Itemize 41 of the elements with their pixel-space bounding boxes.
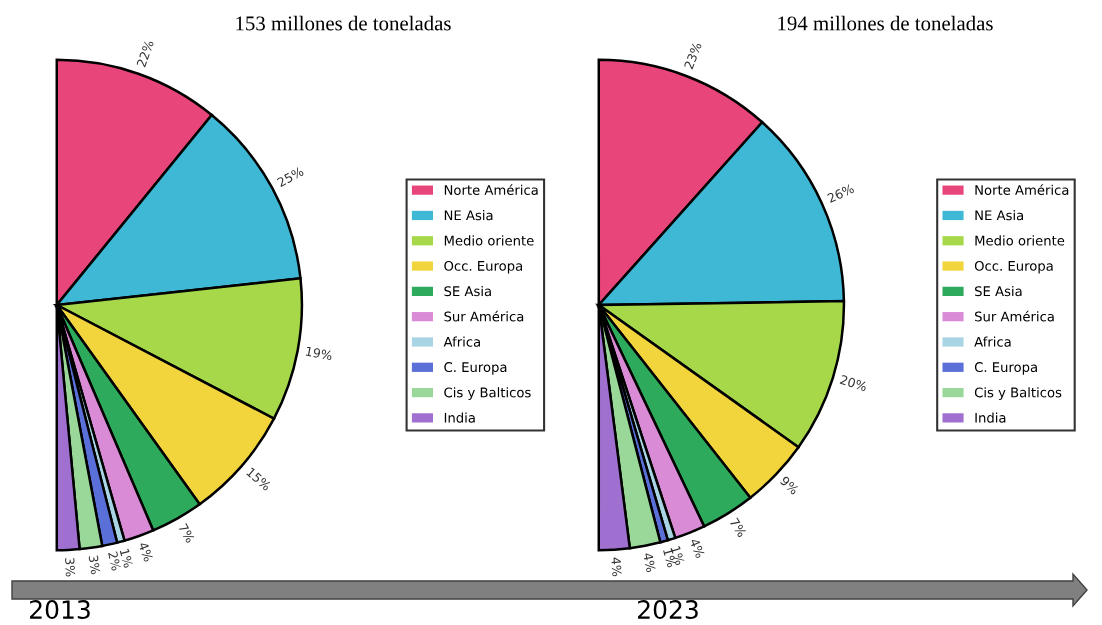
legend-label: C. Europa [444, 362, 507, 375]
legend-label: C. Europa [974, 362, 1037, 375]
legend-label: SE Asia [975, 285, 1022, 297]
legend-label: Occ. Europa [974, 260, 1053, 274]
data-label: 26% [826, 183, 855, 204]
data-label: 4% [689, 537, 706, 559]
legend-label: NE Asia [444, 210, 493, 221]
legend-label: Africa [974, 336, 1011, 347]
legend-label: Occ. Europa [444, 260, 522, 274]
legend-label: India [975, 412, 1006, 423]
legend-label: Norte América [975, 184, 1069, 195]
legend-label: Cis y Balticos [444, 387, 531, 400]
data-label: 23% [683, 41, 702, 70]
data-label: 4% [611, 557, 622, 577]
data-label: 22% [136, 39, 154, 68]
legend-label: SE Asia [444, 285, 491, 297]
data-label: 20% [839, 374, 868, 392]
text: 2013 [30, 600, 90, 619]
legend-label: Africa [443, 336, 480, 347]
data-label: 9% [779, 475, 800, 496]
legend-label: Sur América [444, 310, 524, 322]
chart-title: 194 millones de toneladas [778, 15, 993, 31]
data-label: 2% [107, 551, 122, 572]
data-label: 4% [643, 552, 656, 573]
legend-label: Norte América [444, 184, 538, 195]
data-label: 1% [119, 548, 134, 569]
legend-label: NE Asia [975, 210, 1023, 221]
data-label: 3% [64, 557, 76, 577]
legend-label: Medio oriente [975, 235, 1065, 246]
legend-label: Cis y Balticos [974, 387, 1062, 400]
data-label: 4% [138, 541, 154, 563]
legend-label: Medio oriente [444, 235, 534, 246]
legend-label: India [444, 412, 475, 423]
data-label: 19% [305, 346, 333, 361]
data-label: 25% [276, 166, 305, 188]
text: 2023 [638, 600, 698, 619]
data-label: 7% [178, 523, 196, 544]
legend-label: Sur América [975, 310, 1054, 322]
data-label: 3% [88, 555, 101, 575]
data-label: 7% [729, 517, 747, 538]
chart-title: 153 millones de toneladas [236, 15, 451, 31]
